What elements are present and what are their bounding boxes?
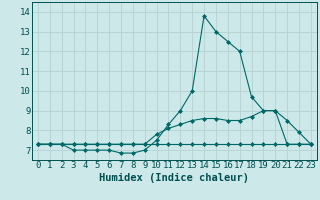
X-axis label: Humidex (Indice chaleur): Humidex (Indice chaleur) <box>100 173 249 183</box>
